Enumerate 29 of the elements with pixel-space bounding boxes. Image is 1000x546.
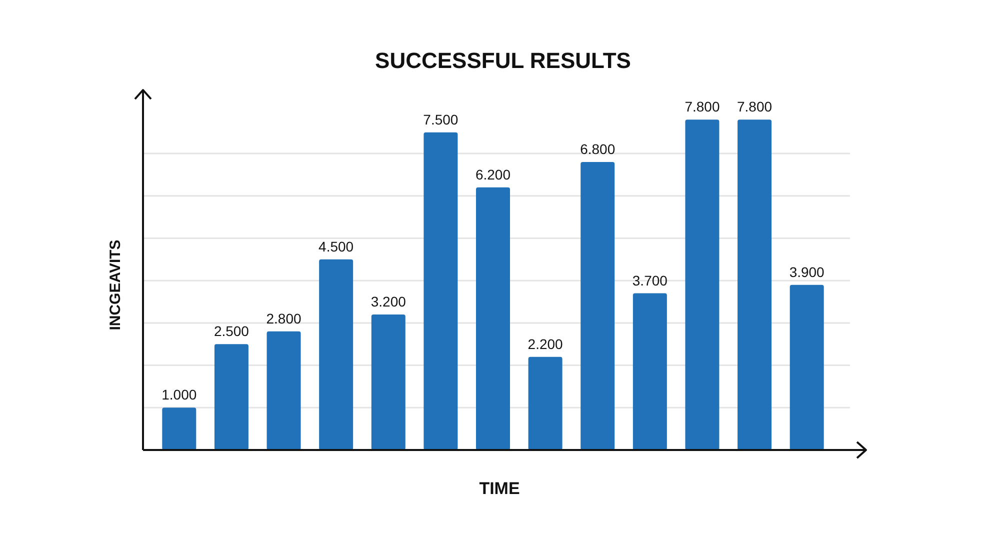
bar [738,120,772,450]
bar [371,314,406,450]
bar [476,187,510,450]
data-label: 3.700 [632,272,668,288]
bar [162,408,196,450]
data-label: 3.900 [789,264,825,280]
bar [266,331,301,450]
bar [319,259,354,450]
data-label: 1.000 [162,386,197,403]
bar [528,356,562,450]
bar [424,132,458,450]
bar [790,284,824,450]
data-label: 6.800 [580,141,616,157]
bar [580,162,615,450]
data-label: 2.200 [528,336,564,352]
bar [214,344,248,450]
chart-title: SUCCESSFUL RESULTS [375,48,631,73]
data-label: 7.800 [684,98,720,115]
data-label: 6.200 [475,166,511,182]
x-axis-title: TIME [479,479,520,498]
data-label: 7.800 [737,98,772,115]
bar [685,120,720,450]
y-axis-title: INCGEAVITS [107,240,124,330]
data-label: 3.200 [370,293,406,310]
bar [632,293,667,450]
data-label: 7.500 [423,111,458,128]
data-label: 4.500 [318,238,354,254]
data-label: 2.800 [266,310,302,326]
data-label: 2.500 [214,323,250,340]
